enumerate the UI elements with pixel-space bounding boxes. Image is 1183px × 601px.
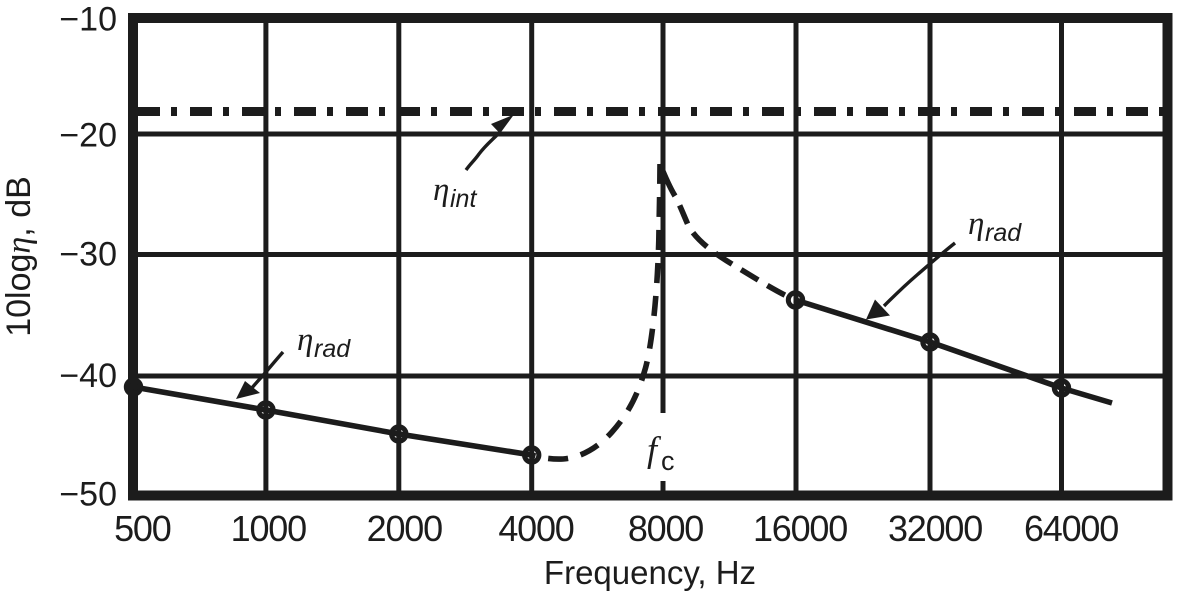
- svg-text:rad: rad: [985, 219, 1022, 247]
- svg-text:c: c: [661, 446, 675, 476]
- svg-text:10logη, dB: 10logη, dB: [0, 176, 38, 337]
- svg-text:−20: −20: [59, 116, 117, 154]
- svg-text:η: η: [968, 206, 984, 242]
- svg-text:−30: −30: [59, 236, 117, 274]
- svg-text:32000: 32000: [888, 508, 982, 549]
- svg-text:Frequency, Hz: Frequency, Hz: [544, 554, 756, 591]
- svg-text:η: η: [297, 322, 313, 358]
- svg-text:η: η: [433, 172, 449, 208]
- svg-text:8000: 8000: [628, 508, 703, 549]
- svg-text:rad: rad: [314, 335, 351, 363]
- svg-text:−40: −40: [59, 357, 117, 395]
- svg-text:500: 500: [114, 508, 171, 549]
- svg-text:64000: 64000: [1024, 508, 1118, 549]
- svg-text:2000: 2000: [367, 508, 442, 549]
- svg-text:−50: −50: [59, 476, 117, 514]
- svg-text:1000: 1000: [231, 508, 306, 549]
- svg-text:4000: 4000: [498, 508, 573, 549]
- svg-text:−10: −10: [59, 1, 117, 39]
- svg-text:int: int: [450, 185, 477, 213]
- svg-text:16000: 16000: [753, 508, 847, 549]
